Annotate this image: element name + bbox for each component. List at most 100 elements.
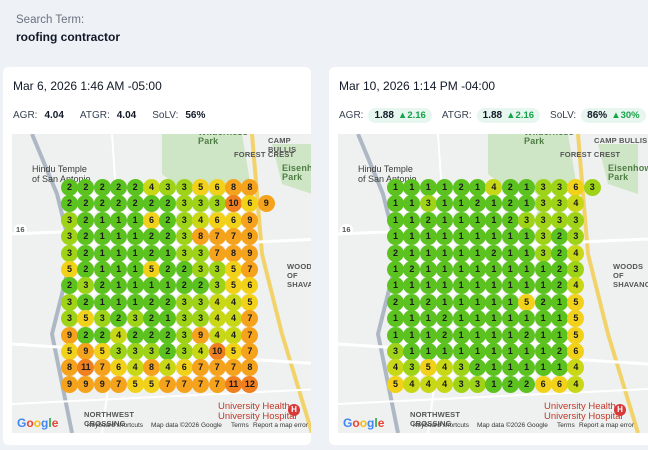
rank-dot[interactable]: 1 bbox=[387, 211, 404, 229]
rank-dot[interactable]: 3 bbox=[567, 261, 585, 278]
rank-dot[interactable]: 1 bbox=[501, 293, 519, 311]
rank-dot[interactable]: 1 bbox=[387, 179, 404, 196]
rank-dot[interactable]: 9 bbox=[93, 375, 111, 393]
rank-dot[interactable]: 3 bbox=[534, 228, 552, 246]
rank-dot[interactable]: 6 bbox=[567, 179, 585, 196]
rank-dot[interactable]: 3 bbox=[208, 261, 226, 278]
rank-dot[interactable]: 1 bbox=[436, 179, 454, 196]
rank-dot[interactable]: 2 bbox=[77, 195, 95, 213]
rank-dot[interactable]: 4 bbox=[567, 359, 585, 377]
rank-dot[interactable]: 10 bbox=[208, 343, 226, 360]
rank-dot[interactable]: 4 bbox=[567, 195, 585, 213]
rank-dot[interactable]: 1 bbox=[518, 179, 536, 196]
rank-dot[interactable]: 4 bbox=[126, 359, 144, 377]
rank-dot[interactable]: 1 bbox=[126, 244, 144, 262]
rank-dot[interactable]: 3 bbox=[192, 244, 210, 262]
rank-dot[interactable]: 7 bbox=[208, 228, 226, 246]
rank-dot[interactable]: 4 bbox=[436, 375, 454, 393]
map-footer-link[interactable]: Report a map error bbox=[253, 422, 308, 429]
rank-dot[interactable]: 2 bbox=[159, 195, 177, 213]
rank-dot[interactable]: 1 bbox=[403, 179, 421, 196]
rank-dot[interactable]: 2 bbox=[501, 179, 519, 196]
rank-dot[interactable]: 8 bbox=[241, 179, 259, 196]
map-footer-link[interactable]: Terms bbox=[557, 422, 575, 429]
rank-dot[interactable]: 2 bbox=[403, 261, 421, 278]
rank-dot[interactable]: 7 bbox=[192, 359, 210, 377]
rank-dot[interactable]: 3 bbox=[175, 211, 193, 229]
rank-dot[interactable]: 1 bbox=[387, 261, 404, 278]
rank-dot[interactable]: 4 bbox=[192, 343, 210, 360]
rank-dot[interactable]: 3 bbox=[419, 195, 437, 213]
rank-dot[interactable]: 4 bbox=[436, 359, 454, 377]
rank-dot[interactable]: 2 bbox=[551, 244, 568, 262]
rank-dot[interactable]: 5 bbox=[567, 326, 585, 344]
rank-dot[interactable]: 3 bbox=[469, 375, 486, 393]
rank-dot[interactable]: 1 bbox=[518, 359, 536, 377]
rank-dot[interactable]: 1 bbox=[419, 261, 437, 278]
rank-dot[interactable]: 9 bbox=[77, 343, 95, 360]
rank-dot[interactable]: 1 bbox=[110, 261, 128, 278]
rank-dot[interactable]: 1 bbox=[436, 228, 454, 246]
rank-dot[interactable]: 2 bbox=[551, 228, 568, 246]
rank-dot[interactable]: 1 bbox=[469, 244, 486, 262]
rank-dot[interactable]: 1 bbox=[419, 244, 437, 262]
rank-dot[interactable]: 1 bbox=[551, 326, 568, 344]
rank-dot[interactable]: 2 bbox=[518, 375, 536, 393]
rank-dot[interactable]: 2 bbox=[126, 195, 144, 213]
rank-dot[interactable]: 2 bbox=[551, 343, 568, 360]
rank-dot[interactable]: 5 bbox=[387, 375, 404, 393]
rank-dot[interactable]: 2 bbox=[551, 277, 568, 295]
rank-dot[interactable]: 1 bbox=[501, 326, 519, 344]
rank-dot[interactable]: 1 bbox=[436, 293, 454, 311]
rank-dot[interactable]: 3 bbox=[175, 310, 193, 328]
rank-dot[interactable]: 7 bbox=[208, 359, 226, 377]
rank-dot[interactable]: 2 bbox=[110, 310, 128, 328]
rank-dot[interactable]: 3 bbox=[93, 310, 111, 328]
rank-dot[interactable]: 1 bbox=[387, 228, 404, 246]
rank-grid-map[interactable]: WildernessPark CAMP BULLIS FOREST CREST Eis… bbox=[338, 134, 648, 433]
rank-dot[interactable]: 1 bbox=[534, 343, 552, 360]
rank-dot[interactable]: 5 bbox=[567, 293, 585, 311]
rank-dot[interactable]: 4 bbox=[225, 310, 242, 328]
rank-dot[interactable]: 1 bbox=[403, 310, 421, 328]
rank-dot[interactable]: 6 bbox=[175, 359, 193, 377]
rank-dot[interactable]: 1 bbox=[452, 228, 470, 246]
rank-dot[interactable]: 3 bbox=[77, 277, 95, 295]
rank-dot[interactable]: 3 bbox=[534, 211, 552, 229]
rank-dot[interactable]: 2 bbox=[387, 293, 404, 311]
rank-dot[interactable]: 6 bbox=[208, 211, 226, 229]
rank-dot[interactable]: 5 bbox=[419, 359, 437, 377]
rank-dot[interactable]: 4 bbox=[567, 244, 585, 262]
rank-dot[interactable]: 2 bbox=[551, 261, 568, 278]
rank-dot[interactable]: 3 bbox=[175, 326, 193, 344]
rank-dot[interactable]: 2 bbox=[61, 179, 78, 196]
rank-dot[interactable]: 1 bbox=[452, 211, 470, 229]
rank-dot[interactable]: 5 bbox=[126, 375, 144, 393]
rank-dot[interactable]: 5 bbox=[61, 343, 78, 360]
rank-dot[interactable]: 1 bbox=[485, 195, 503, 213]
rank-dot[interactable]: 2 bbox=[387, 244, 404, 262]
rank-dot[interactable]: 2 bbox=[93, 326, 111, 344]
rank-dot[interactable]: 1 bbox=[534, 326, 552, 344]
rank-dot[interactable]: 1 bbox=[469, 293, 486, 311]
rank-dot[interactable]: 2 bbox=[61, 277, 78, 295]
rank-dot[interactable]: 1 bbox=[387, 310, 404, 328]
rank-dot[interactable]: 1 bbox=[419, 326, 437, 344]
rank-dot[interactable]: 2 bbox=[518, 326, 536, 344]
rank-dot[interactable]: 10 bbox=[225, 195, 242, 213]
rank-dot[interactable]: 2 bbox=[143, 326, 160, 344]
rank-dot[interactable]: 1 bbox=[485, 211, 503, 229]
rank-dot[interactable]: 1 bbox=[419, 343, 437, 360]
rank-dot[interactable]: 3 bbox=[61, 244, 78, 262]
rank-dot[interactable]: 1 bbox=[534, 310, 552, 328]
rank-dot[interactable]: 9 bbox=[77, 375, 95, 393]
rank-dot[interactable]: 1 bbox=[93, 244, 111, 262]
rank-dot[interactable]: 1 bbox=[485, 277, 503, 295]
rank-dot[interactable]: 2 bbox=[93, 277, 111, 295]
rank-dot[interactable]: 1 bbox=[436, 195, 454, 213]
rank-dot[interactable]: 8 bbox=[192, 228, 210, 246]
rank-dot[interactable]: 1 bbox=[126, 293, 144, 311]
rank-dot[interactable]: 9 bbox=[192, 326, 210, 344]
rank-dot[interactable]: 2 bbox=[159, 293, 177, 311]
rank-dot[interactable]: 1 bbox=[436, 277, 454, 295]
